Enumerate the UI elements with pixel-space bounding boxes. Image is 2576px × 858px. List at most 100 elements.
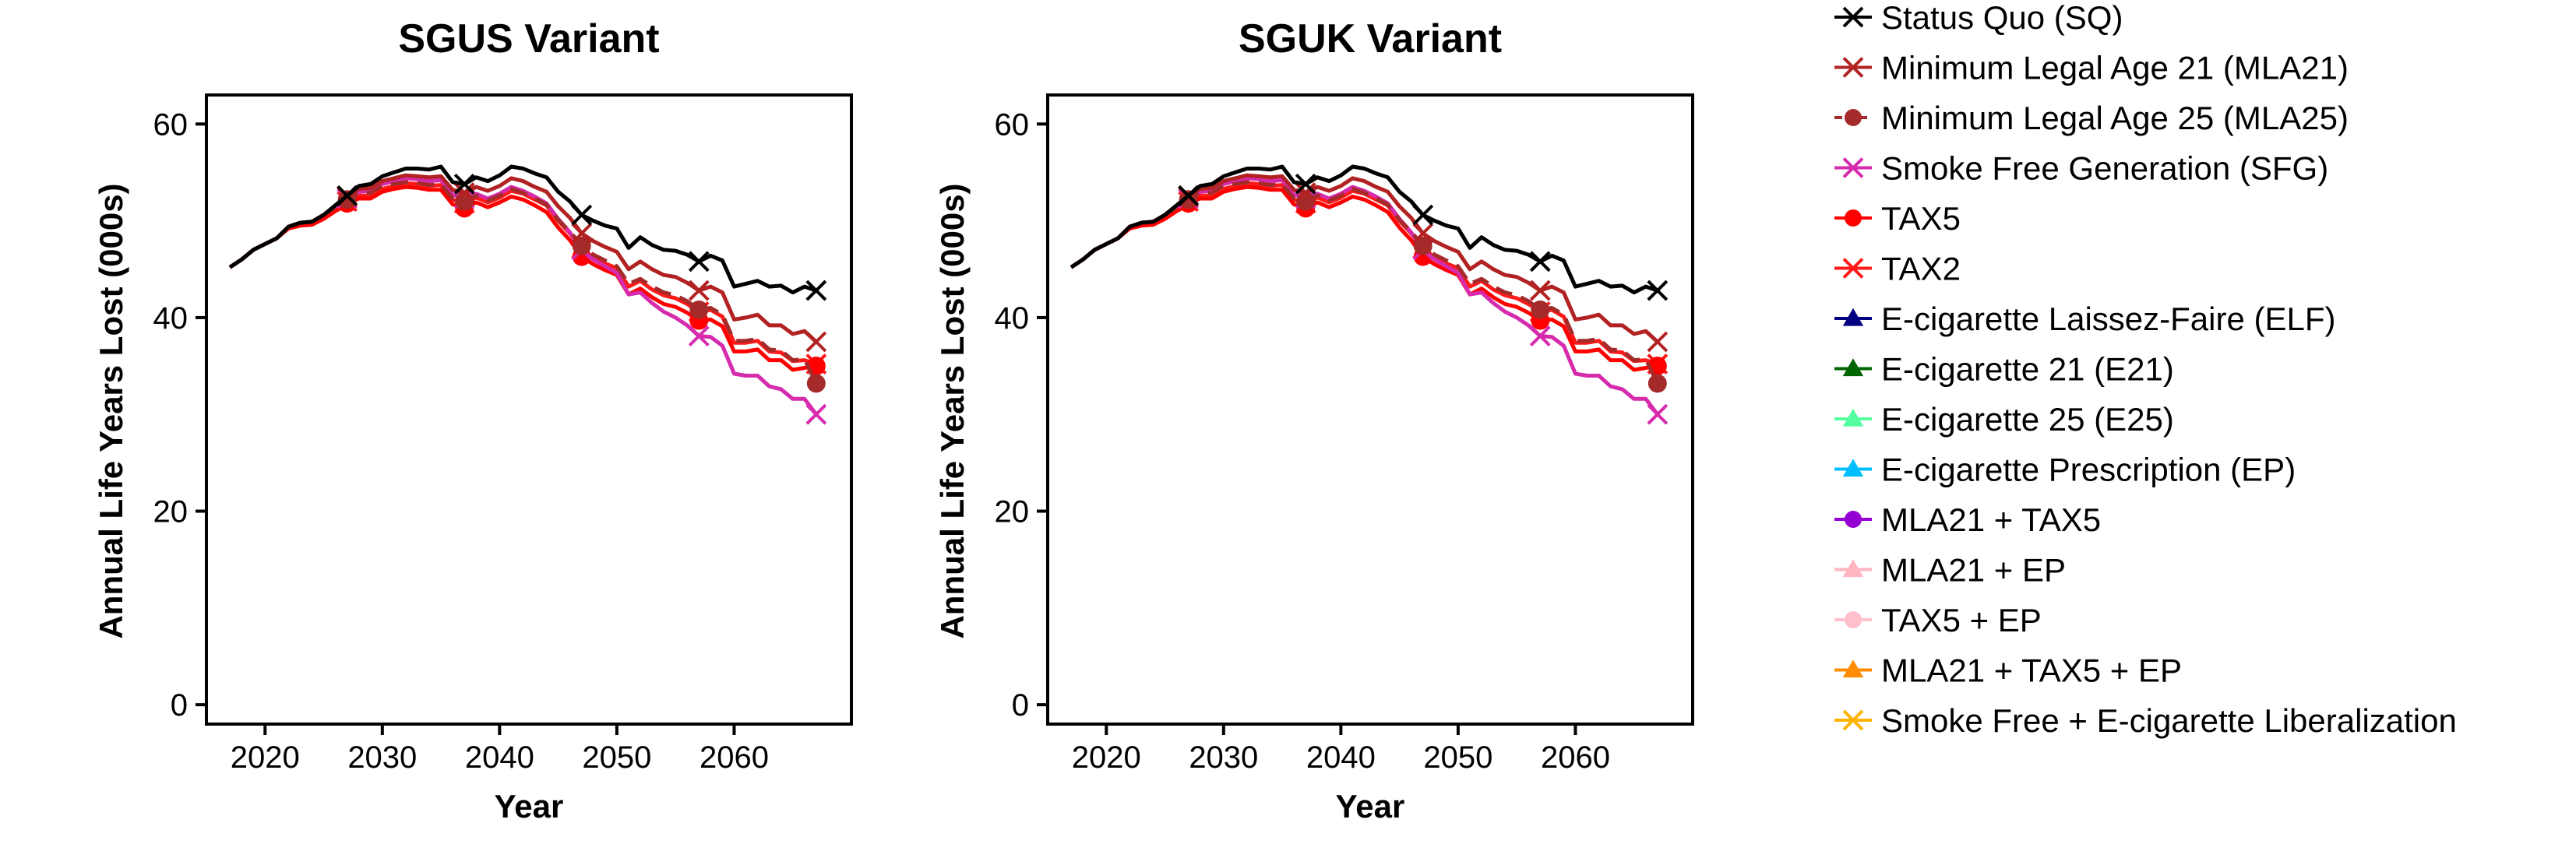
x-axis-title-sgus: Year: [495, 788, 564, 825]
data-point-status-quo-sq: [688, 251, 710, 273]
legend-label: Smoke Free + E-cigarette Liberalization: [1881, 702, 2457, 739]
x-tick-label: 2060: [700, 740, 769, 775]
x-axis-title-sguk: Year: [1336, 788, 1405, 825]
legend-marker: [1842, 459, 1864, 477]
legend-marker: [1842, 57, 1864, 78]
data-point-minimum-legal-age-21-mla21: [1412, 223, 1434, 244]
legend-label: MLA21 + TAX5: [1881, 501, 2101, 538]
legend-label: Smoke Free Generation (SFG): [1881, 150, 2328, 187]
legend-marker: [1842, 258, 1864, 279]
legend-item-minimum-legal-age-21-mla21: Minimum Legal Age 21 (MLA21): [1834, 50, 2349, 86]
series-line-tax5: [228, 185, 817, 372]
legend-item-smoke-free-generation-sfg: Smoke Free Generation (SFG): [1834, 150, 2328, 187]
legend-marker: [1845, 511, 1862, 528]
legend-label: E-cigarette 25 (E25): [1881, 401, 2174, 438]
legend-item-tax5-ep: TAX5 + EP: [1834, 602, 2042, 638]
legend-label: TAX5 + EP: [1881, 602, 2042, 638]
data-point-minimum-legal-age-25-mla25: [1413, 236, 1432, 255]
legend-marker: [1842, 709, 1864, 731]
data-point-smoke-free-generation-sfg: [688, 325, 710, 346]
legend-item-status-quo-sq: Status Quo (SQ): [1834, 0, 2123, 36]
data-point-status-quo-sq: [1178, 185, 1200, 206]
legend-marker: [1845, 209, 1862, 227]
data-point-minimum-legal-age-21-mla21: [1529, 280, 1551, 301]
y-tick-label: 0: [171, 688, 188, 723]
legend-label: Minimum Legal Age 25 (MLA25): [1881, 100, 2349, 136]
data-point-minimum-legal-age-25-mla25: [806, 374, 826, 393]
legend-label: TAX5: [1881, 200, 1961, 237]
legend-item-e-cigarette-prescription-ep: E-cigarette Prescription (EP): [1834, 452, 2296, 488]
data-point-status-quo-sq: [1529, 251, 1551, 273]
data-point-minimum-legal-age-21-mla21: [1647, 331, 1669, 353]
legend-marker: [1842, 308, 1864, 326]
legend-item-mla21-tax5: MLA21 + TAX5: [1834, 501, 2101, 538]
data-point-minimum-legal-age-21-mla21: [571, 223, 593, 244]
data-point-status-quo-sq: [1647, 280, 1669, 301]
y-axis-title-sguk: Annual Life Years Lost (000s): [934, 183, 971, 638]
y-tick-label: 20: [153, 495, 189, 529]
panel-title-sguk: SGUK Variant: [1239, 16, 1502, 62]
legend-label: E-cigarette Laissez-Faire (ELF): [1881, 301, 2336, 337]
data-point-minimum-legal-age-25-mla25: [1531, 300, 1550, 319]
x-tick-label: 2040: [1306, 740, 1376, 775]
x-tick-label: 2030: [1189, 740, 1258, 775]
series-line-smoke-free-generation-sfg: [228, 176, 818, 416]
legend-marker: [1845, 109, 1862, 126]
legend-item-mla21-tax5-ep: MLA21 + TAX5 + EP: [1834, 652, 2182, 689]
legend-item-smoke-free-e-cigarette-liberalization: Smoke Free + E-cigarette Liberalization: [1834, 702, 2457, 739]
data-point-status-quo-sq: [453, 173, 475, 195]
series-line-smoke-free-generation-sfg: [1070, 176, 1659, 416]
data-point-smoke-free-generation-sfg: [805, 403, 827, 425]
data-point-smoke-free-generation-sfg: [1647, 403, 1669, 425]
y-tick-label: 20: [995, 495, 1030, 529]
data-point-status-quo-sq: [1295, 173, 1316, 195]
data-point-status-quo-sq: [805, 280, 827, 301]
legend-item-minimum-legal-age-25-mla25: Minimum Legal Age 25 (MLA25): [1834, 100, 2349, 136]
data-point-minimum-legal-age-21-mla21: [805, 331, 827, 353]
legend-label: MLA21 + EP: [1881, 552, 2066, 589]
legend-marker: [1842, 157, 1864, 178]
legend-label: E-cigarette 21 (E21): [1881, 351, 2174, 388]
legend-label: TAX2: [1881, 251, 1961, 287]
legend-item-mla21-ep: MLA21 + EP: [1834, 552, 2066, 589]
x-tick-label: 2040: [465, 740, 534, 775]
data-point-minimum-legal-age-21-mla21: [453, 182, 475, 203]
plot-frame: [205, 93, 853, 726]
legend-label: E-cigarette Prescription (EP): [1881, 452, 2296, 488]
data-point-minimum-legal-age-21-mla21: [1295, 182, 1316, 203]
legend-item-e-cigarette-21-e21: E-cigarette 21 (E21): [1834, 351, 2174, 388]
legend-marker: [1842, 6, 1864, 28]
data-point-minimum-legal-age-25-mla25: [689, 300, 709, 319]
x-tick-label: 2050: [1423, 740, 1492, 775]
legend-label: MLA21 + TAX5 + EP: [1881, 652, 2182, 689]
legend-item-e-cigarette-25-e25: E-cigarette 25 (E25): [1834, 401, 2174, 438]
data-point-smoke-free-generation-sfg: [1529, 325, 1551, 346]
y-axis-title-sgus: Annual Life Years Lost (000s): [93, 183, 129, 638]
panel-sguk: SGUK Variant Annual Life Years Lost (000…: [934, 16, 1694, 825]
legend-marker: [1842, 559, 1864, 578]
panel-sgus: SGUS Variant Annual Life Years Lost (000…: [93, 16, 853, 825]
legend-marker: [1842, 358, 1864, 377]
legend-label: Minimum Legal Age 21 (MLA21): [1881, 50, 2349, 86]
y-tick-label: 60: [153, 107, 189, 142]
series-line-tax5: [1070, 185, 1658, 372]
x-tick-label: 2020: [1072, 740, 1141, 775]
data-point-minimum-legal-age-25-mla25: [572, 236, 591, 255]
legend-item-tax2: TAX2: [1834, 251, 1961, 287]
y-tick-label: 0: [1012, 688, 1029, 723]
series-line-status-quo-sq: [1070, 164, 1658, 295]
y-tick-label: 40: [153, 301, 189, 336]
legend-item-e-cigarette-laissez-faire-elf: E-cigarette Laissez-Faire (ELF): [1834, 301, 2336, 337]
data-point-status-quo-sq: [571, 204, 593, 226]
legend-marker: [1842, 408, 1864, 427]
data-point-minimum-legal-age-25-mla25: [1647, 374, 1667, 393]
series-line-minimum-legal-age-25-mla25: [1070, 180, 1660, 385]
plot-frame: [1046, 93, 1694, 726]
y-tick-label: 60: [995, 107, 1030, 142]
legend-marker: [1842, 659, 1864, 678]
x-tick-label: 2060: [1541, 740, 1610, 775]
series-line-minimum-legal-age-25-mla25: [228, 180, 819, 385]
data-point-status-quo-sq: [337, 185, 358, 206]
legend-item-tax5: TAX5: [1834, 200, 1961, 237]
